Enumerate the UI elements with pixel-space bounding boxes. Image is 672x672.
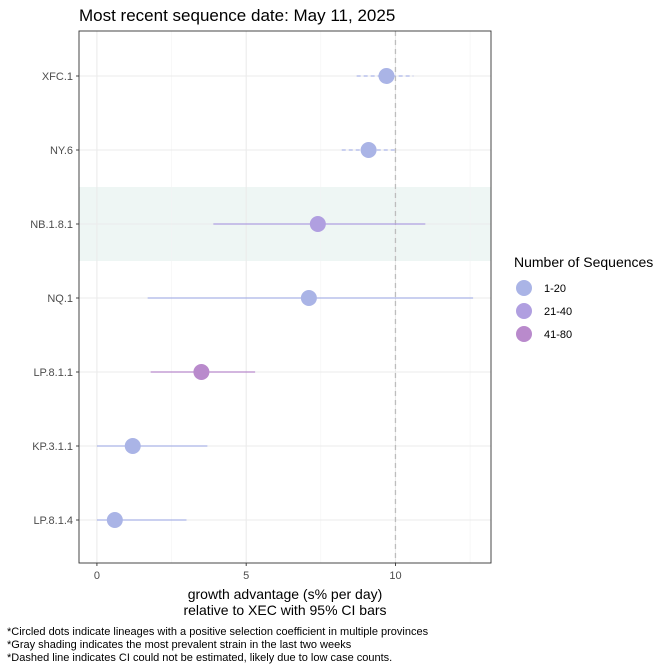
point-lp-8-1-4 bbox=[106, 512, 123, 528]
x-axis-ticks: 0 5 10 bbox=[94, 563, 402, 582]
y-tick-label: XFC.1 bbox=[42, 71, 73, 83]
x-axis-title-line2: relative to XEC with 95% CI bars bbox=[183, 602, 386, 618]
point-nq-1 bbox=[300, 290, 317, 306]
x-axis-title-line1: growth advantage (s% per day) bbox=[188, 586, 383, 602]
legend: Number of Sequences 1-20 21-40 41-80 bbox=[514, 254, 653, 342]
legend-label: 1-20 bbox=[544, 283, 566, 295]
legend-title: Number of Sequences bbox=[514, 254, 653, 270]
point-nb-1-8-1 bbox=[309, 216, 326, 232]
legend-label: 21-40 bbox=[544, 306, 572, 318]
y-tick-label: NB.1.8.1 bbox=[30, 219, 73, 231]
footnote-dashed-line: *Dashed line indicates CI could not be e… bbox=[7, 652, 393, 664]
chart-title: Most recent sequence date: May 11, 2025 bbox=[79, 6, 395, 25]
data-marks bbox=[96, 68, 474, 528]
point-ny-6 bbox=[360, 142, 377, 158]
plot-panel bbox=[78, 30, 492, 564]
legend-swatch bbox=[516, 303, 532, 319]
y-tick-label: LP.8.1.1 bbox=[33, 367, 73, 379]
legend-entries: 1-20 21-40 41-80 bbox=[516, 280, 572, 342]
legend-label: 41-80 bbox=[544, 329, 572, 341]
point-kp-3-1-1 bbox=[124, 438, 141, 454]
y-tick-label: NQ.1 bbox=[47, 293, 73, 305]
point-lp-8-1-1 bbox=[193, 364, 210, 380]
y-axis-labels: XFC.1 NY.6 NB.1.8.1 NQ.1 LP.8.1.1 KP.3.1.1 LP.… bbox=[30, 71, 79, 527]
point-xfc-1 bbox=[378, 68, 395, 84]
y-tick-label: LP.8.1.4 bbox=[33, 515, 73, 527]
legend-swatch bbox=[516, 280, 532, 296]
x-tick-label: 0 bbox=[94, 570, 100, 582]
x-tick-label: 10 bbox=[389, 570, 401, 582]
footnote-gray-shading: *Gray shading indicates the most prevale… bbox=[7, 639, 352, 651]
y-tick-label: KP.3.1.1 bbox=[32, 441, 73, 453]
y-tick-label: NY.6 bbox=[50, 145, 73, 157]
x-tick-label: 5 bbox=[243, 570, 249, 582]
grid-lines bbox=[79, 31, 491, 563]
footnote-circled-dots: *Circled dots indicate lineages with a p… bbox=[7, 626, 429, 638]
legend-swatch bbox=[516, 326, 532, 342]
